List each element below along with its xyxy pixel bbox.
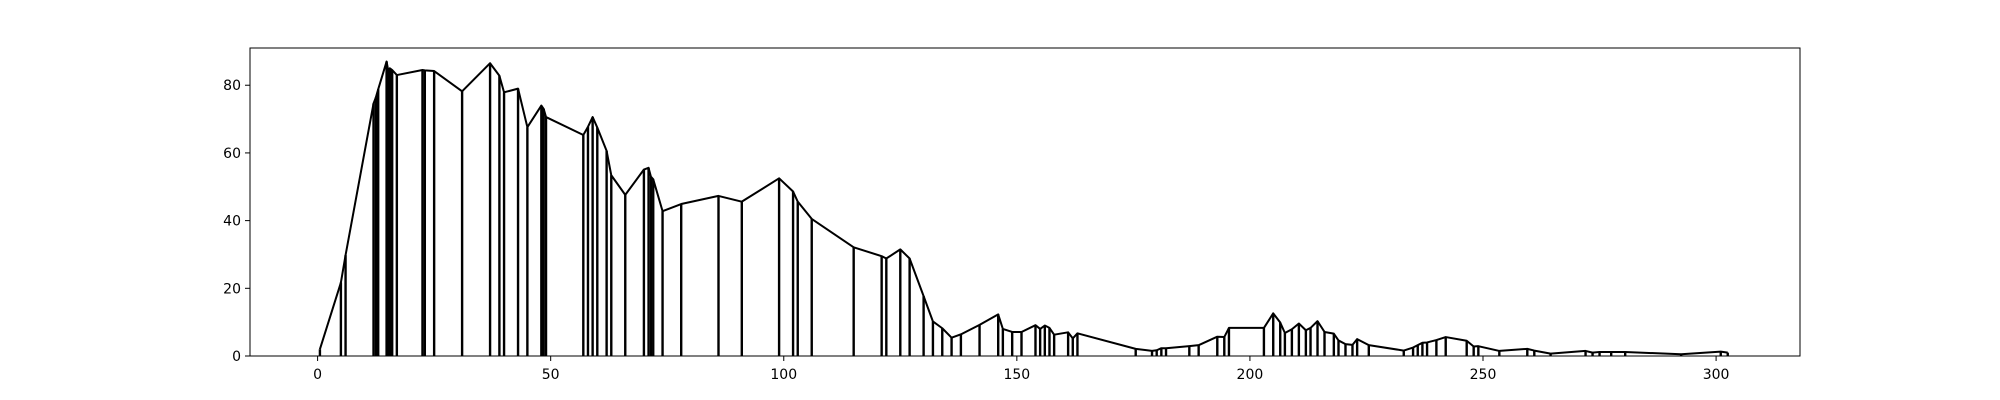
plot-frame (249, 47, 1801, 357)
y-tick-label: 0 (232, 349, 241, 365)
y-tick-label: 20 (223, 281, 241, 297)
x-tick-label: 0 (313, 367, 322, 383)
x-tick-label: 200 (1237, 367, 1264, 383)
series-line (318, 60, 1728, 356)
x-tick-label: 250 (1470, 367, 1497, 383)
x-tick-label: 100 (770, 367, 797, 383)
x-tick-label: 150 (1003, 367, 1030, 383)
data-layer (318, 60, 1729, 356)
y-tick-label: 60 (223, 146, 241, 162)
plot-background (250, 48, 1800, 356)
y-tick-label: 40 (223, 214, 241, 230)
x-tick-label: 50 (542, 367, 560, 383)
axes-layer: 0 50 100 150 200 250 300 0 20 40 60 80 (223, 78, 1729, 383)
y-tick-label: 80 (223, 78, 241, 94)
x-tick-label: 300 (1703, 367, 1730, 383)
